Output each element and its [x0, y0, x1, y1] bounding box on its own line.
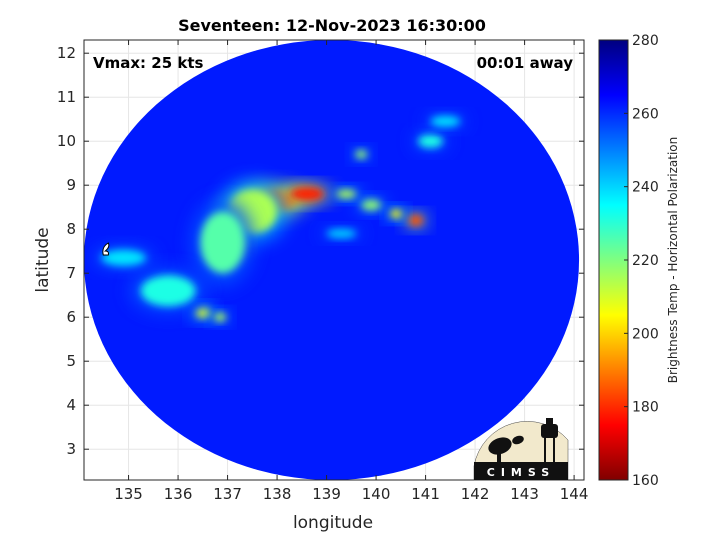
- y-tick-label: 4: [66, 396, 76, 414]
- y-tick-label: 6: [66, 308, 76, 326]
- x-tick-label: 139: [312, 485, 341, 503]
- x-tick-label: 140: [362, 485, 391, 503]
- feature-core: [200, 211, 245, 274]
- x-tick-label: 136: [164, 485, 193, 503]
- colorbar-title: Brightness Temp - Horizontal Polarizatio…: [666, 137, 680, 384]
- x-tick-label: 142: [461, 485, 490, 503]
- feature-core: [101, 249, 146, 266]
- feature-core: [326, 229, 357, 239]
- axes-frame: [83, 39, 585, 481]
- feature-core: [418, 134, 443, 148]
- cimss-logo: CIMSS: [473, 418, 569, 481]
- x-axis-ticks: 135 136 137 138 139 140 141 142 143 144: [114, 40, 588, 503]
- colorbar-tick-label: 240: [632, 180, 659, 196]
- x-axis-title: longitude: [293, 513, 373, 533]
- y-tick-label: 10: [57, 132, 76, 150]
- colorbar-ticks: 160 180 200 220 240 260 280: [624, 33, 659, 489]
- feature-core: [355, 150, 368, 159]
- colorbar-tick-label: 260: [632, 106, 659, 122]
- y-tick-label: 3: [66, 440, 76, 458]
- feature-core: [140, 275, 196, 307]
- feature-core: [408, 215, 424, 226]
- colorbar-tick-label: 220: [632, 253, 659, 269]
- y-tick-label: 12: [57, 44, 76, 62]
- feature-core: [289, 187, 325, 201]
- feature-core: [214, 312, 227, 322]
- colorbar-tick-label: 280: [632, 33, 659, 49]
- feature-core: [195, 307, 211, 319]
- storm-marker-layer: [102, 242, 110, 256]
- x-tick-label: 135: [114, 485, 143, 503]
- y-tick-label: 5: [66, 352, 76, 370]
- plot-title: Seventeen: 12-Nov-2023 16:30:00: [178, 16, 486, 35]
- swath-image: [84, 40, 580, 480]
- colorbar-tick-label: 200: [632, 326, 659, 342]
- feature-core: [361, 199, 382, 211]
- x-tick-label: 137: [213, 485, 242, 503]
- x-tick-label: 143: [510, 485, 539, 503]
- swath-background: [84, 40, 580, 480]
- logo-text: CIMSS: [487, 466, 555, 479]
- storm-center-marker: [102, 242, 110, 256]
- feature-core: [430, 116, 461, 127]
- y-tick-label: 11: [57, 88, 76, 106]
- y-tick-label: 7: [66, 264, 76, 282]
- x-tick-label: 141: [411, 485, 440, 503]
- feature-core: [336, 189, 357, 199]
- feature-core: [389, 209, 402, 219]
- vmax-annotation: Vmax: 25 kts: [93, 54, 203, 72]
- x-tick-label: 138: [263, 485, 292, 503]
- x-tick-label: 144: [560, 485, 589, 503]
- y-tick-label: 8: [66, 220, 76, 238]
- y-axis-ticks: 3 4 5 6 7 8 9 10 11 12: [57, 44, 584, 458]
- y-tick-label: 9: [66, 176, 76, 194]
- y-axis-title: latitude: [33, 227, 53, 292]
- colorbar-tick-label: 180: [632, 400, 659, 416]
- colorbar: [598, 39, 629, 481]
- colorbar-tick-label: 160: [632, 473, 659, 489]
- time-offset-annotation: 00:01 away: [477, 54, 574, 72]
